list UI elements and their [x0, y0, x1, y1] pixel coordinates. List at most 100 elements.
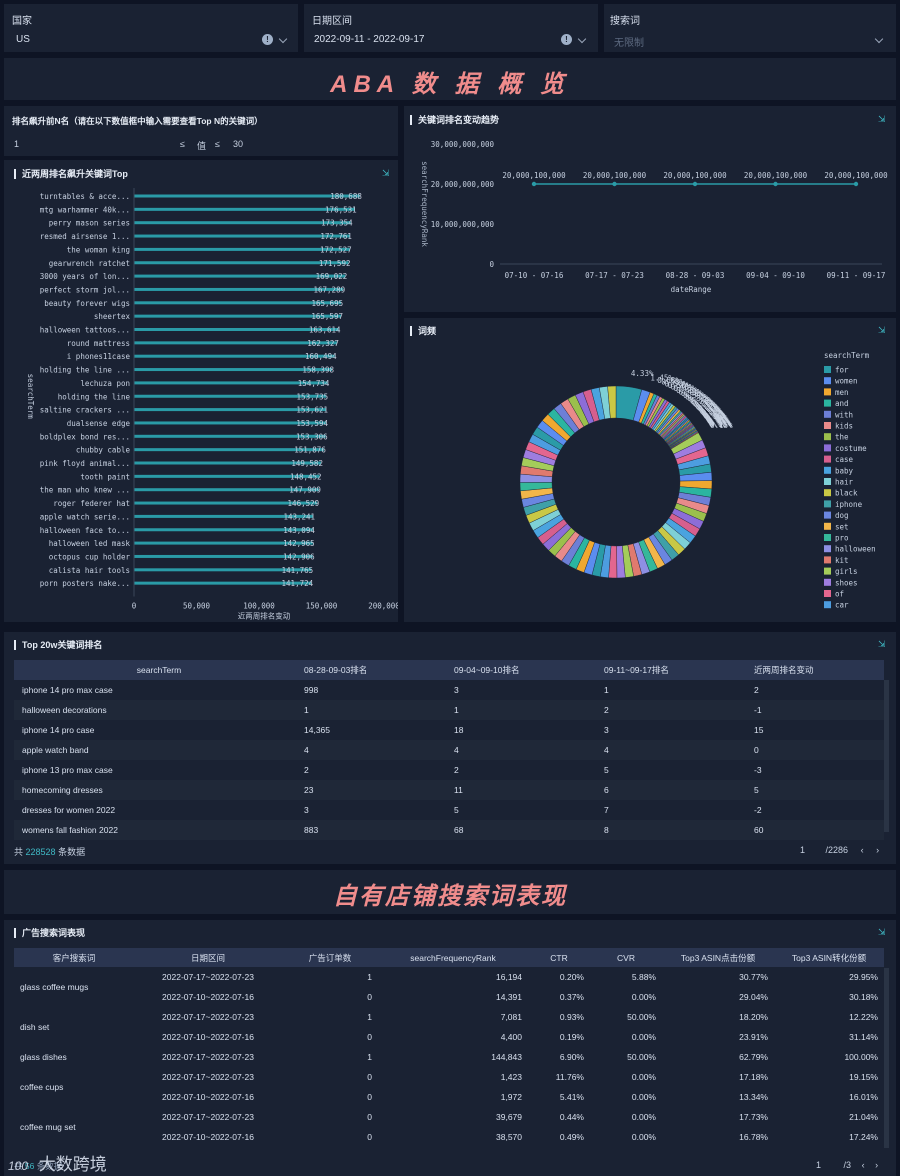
- table-row[interactable]: glass coffee mugs 2022-07-17~2022-07-23 1 1…: [14, 967, 884, 1007]
- slice-label: 0.68%: [657, 376, 680, 385]
- legend-label: for: [835, 366, 849, 375]
- legend-label: girls: [835, 567, 858, 576]
- table-row[interactable]: womens fall fashion 2022 883 68 8 60: [14, 820, 884, 840]
- table-cell: 5: [604, 765, 609, 775]
- column-header[interactable]: 客户搜索词: [14, 948, 134, 967]
- bar-value-label: 149,582: [291, 459, 323, 468]
- country-label: 国家: [12, 16, 32, 27]
- table-header-row: searchTerm 08-28-09-03排名 09-04~09-10排名 09-1…: [14, 660, 884, 680]
- table-cell: 15: [754, 725, 764, 735]
- table-row[interactable]: iphone 13 pro max case 2 2 5 -3: [14, 760, 884, 780]
- date-range-value[interactable]: 2022-09-11 - 2022-09-17: [314, 34, 425, 45]
- page-input[interactable]: 1: [800, 845, 806, 855]
- download-icon[interactable]: ⇲: [878, 639, 886, 649]
- page-input[interactable]: 1: [816, 1160, 822, 1170]
- table-row[interactable]: 2022-07-10~2022-07-16 0 38,570 0.49% 0.00% 16…: [14, 1127, 884, 1147]
- country-filter[interactable]: 国家 US !: [4, 4, 298, 52]
- chevron-down-icon[interactable]: [874, 34, 884, 44]
- chevron-right-icon[interactable]: ›: [875, 1160, 879, 1170]
- download-icon[interactable]: ⇲: [878, 927, 886, 937]
- chevron-down-icon[interactable]: [278, 34, 288, 44]
- table-cell: -3: [754, 765, 762, 775]
- legend-swatch: [824, 478, 831, 485]
- slice-label: 0.40%: [681, 389, 704, 398]
- table-row[interactable]: apple watch band 4 4 4 0: [14, 740, 884, 760]
- slice-label: 0.15%: [710, 420, 733, 429]
- table-row[interactable]: coffee cups 2022-07-17~2022-07-23 0 1,423 11…: [14, 1067, 884, 1107]
- point-label: 20,000,100,000: [502, 171, 566, 180]
- bar-category-label: the man who knew ...: [40, 486, 130, 495]
- slice-label: 0.21%: [699, 406, 722, 415]
- download-icon[interactable]: ⇲: [878, 325, 886, 335]
- table-cell: 2022-07-17~2022-07-23: [162, 972, 254, 982]
- bar: [134, 341, 337, 345]
- table-row[interactable]: glass dishes 2022-07-17~2022-07-23 1 144,84…: [14, 1047, 884, 1067]
- legend-label: kids: [835, 422, 853, 431]
- bar-value-label: 154,734: [298, 379, 330, 388]
- table2-scrollbar[interactable]: [884, 968, 889, 1148]
- country-select-value[interactable]: US: [16, 34, 30, 45]
- table-cell: 0: [746, 740, 884, 760]
- table-row[interactable]: coffee mug set 2022-07-17~2022-07-23 0 39,6…: [14, 1107, 884, 1147]
- column-header[interactable]: CVR: [590, 948, 662, 967]
- column-header[interactable]: 广告订单数: [282, 948, 378, 967]
- column-header[interactable]: 近两周排名变动: [746, 660, 884, 680]
- table1-scrollbar[interactable]: [884, 680, 889, 832]
- date-filter[interactable]: 日期区间 2022-09-11 - 2022-09-17 !: [304, 4, 598, 52]
- table-cell: 2: [304, 765, 309, 775]
- legend-swatch: [824, 578, 831, 586]
- table-cell: 883: [296, 820, 446, 840]
- table-cell: 0.49%: [559, 1132, 584, 1142]
- table-row[interactable]: dish set 2022-07-17~2022-07-23 1 7,081 0.93%…: [14, 1007, 884, 1047]
- table-cell: 18: [454, 725, 464, 735]
- bar-category-label: mtg warhammer 40k...: [40, 205, 130, 214]
- table-row[interactable]: 2022-07-10~2022-07-16 0 4,400 0.19% 0.00% 23.…: [14, 1027, 884, 1047]
- download-icon[interactable]: ⇲: [878, 114, 886, 124]
- column-header[interactable]: 日期区间: [134, 948, 282, 967]
- bar: [134, 261, 349, 265]
- legend-label: men: [835, 388, 849, 397]
- bar: [134, 234, 350, 238]
- bar: [134, 474, 320, 478]
- table-row[interactable]: homecoming dresses 23 11 6 5: [14, 780, 884, 800]
- table-cell: 1: [604, 685, 609, 695]
- topn-max-input[interactable]: 30: [233, 139, 244, 149]
- search-term-filter[interactable]: 搜索词 无限制: [604, 4, 896, 52]
- column-header[interactable]: 08-28-09-03排名: [296, 660, 446, 680]
- legend-label: car: [835, 601, 849, 610]
- table-cell: 5.88%: [631, 972, 656, 982]
- column-header[interactable]: CTR: [528, 948, 590, 967]
- chevron-down-icon[interactable]: [577, 34, 587, 44]
- slice-label: 0.22%: [697, 404, 720, 413]
- table-row[interactable]: 2022-07-10~2022-07-16 0 1,972 5.41% 0.00% 13.…: [14, 1087, 884, 1107]
- table-cell: 4: [446, 740, 596, 760]
- chevron-left-icon[interactable]: ‹: [861, 1160, 865, 1170]
- footer-suffix: 条数据: [58, 847, 86, 857]
- table-cell: iphone 14 pro case: [22, 725, 95, 735]
- info-icon: !: [561, 34, 572, 45]
- slice-label: 0.22%: [696, 403, 719, 412]
- slice-label: 0.17%: [702, 410, 725, 419]
- x-tick-label: 07-10 - 07-16: [505, 271, 564, 280]
- download-icon[interactable]: ⇲: [382, 168, 390, 178]
- bar-category-label: boldplex bond res...: [40, 432, 130, 441]
- column-header[interactable]: searchFrequencyRank: [378, 948, 528, 967]
- table-row[interactable]: dresses for women 2022 3 5 7 -2: [14, 800, 884, 820]
- column-header[interactable]: Top3 ASIN点击份额: [662, 948, 774, 967]
- donut-slice: [607, 385, 617, 419]
- table-row[interactable]: iphone 14 pro max case 998 3 1 2: [14, 680, 884, 700]
- bar: [134, 434, 326, 438]
- topn-min-input[interactable]: 1: [14, 139, 20, 149]
- column-header[interactable]: 09-04~09-10排名: [446, 660, 596, 680]
- table-row[interactable]: 2022-07-10~2022-07-16 0 14,391 0.37% 0.00% 29…: [14, 987, 884, 1007]
- chevron-left-icon[interactable]: ‹: [860, 845, 864, 855]
- search-term-input[interactable]: 无限制: [614, 38, 644, 49]
- column-header[interactable]: searchTerm: [14, 660, 296, 680]
- date-label: 日期区间: [312, 16, 352, 27]
- column-header[interactable]: 09-11~09-17排名: [596, 660, 746, 680]
- table-row[interactable]: halloween decorations 1 1 2 -1: [14, 700, 884, 720]
- chevron-right-icon[interactable]: ›: [876, 845, 880, 855]
- table-row[interactable]: iphone 14 pro case 14,365 18 3 15: [14, 720, 884, 740]
- bar: [134, 354, 335, 358]
- column-header[interactable]: Top3 ASIN转化份额: [774, 948, 884, 967]
